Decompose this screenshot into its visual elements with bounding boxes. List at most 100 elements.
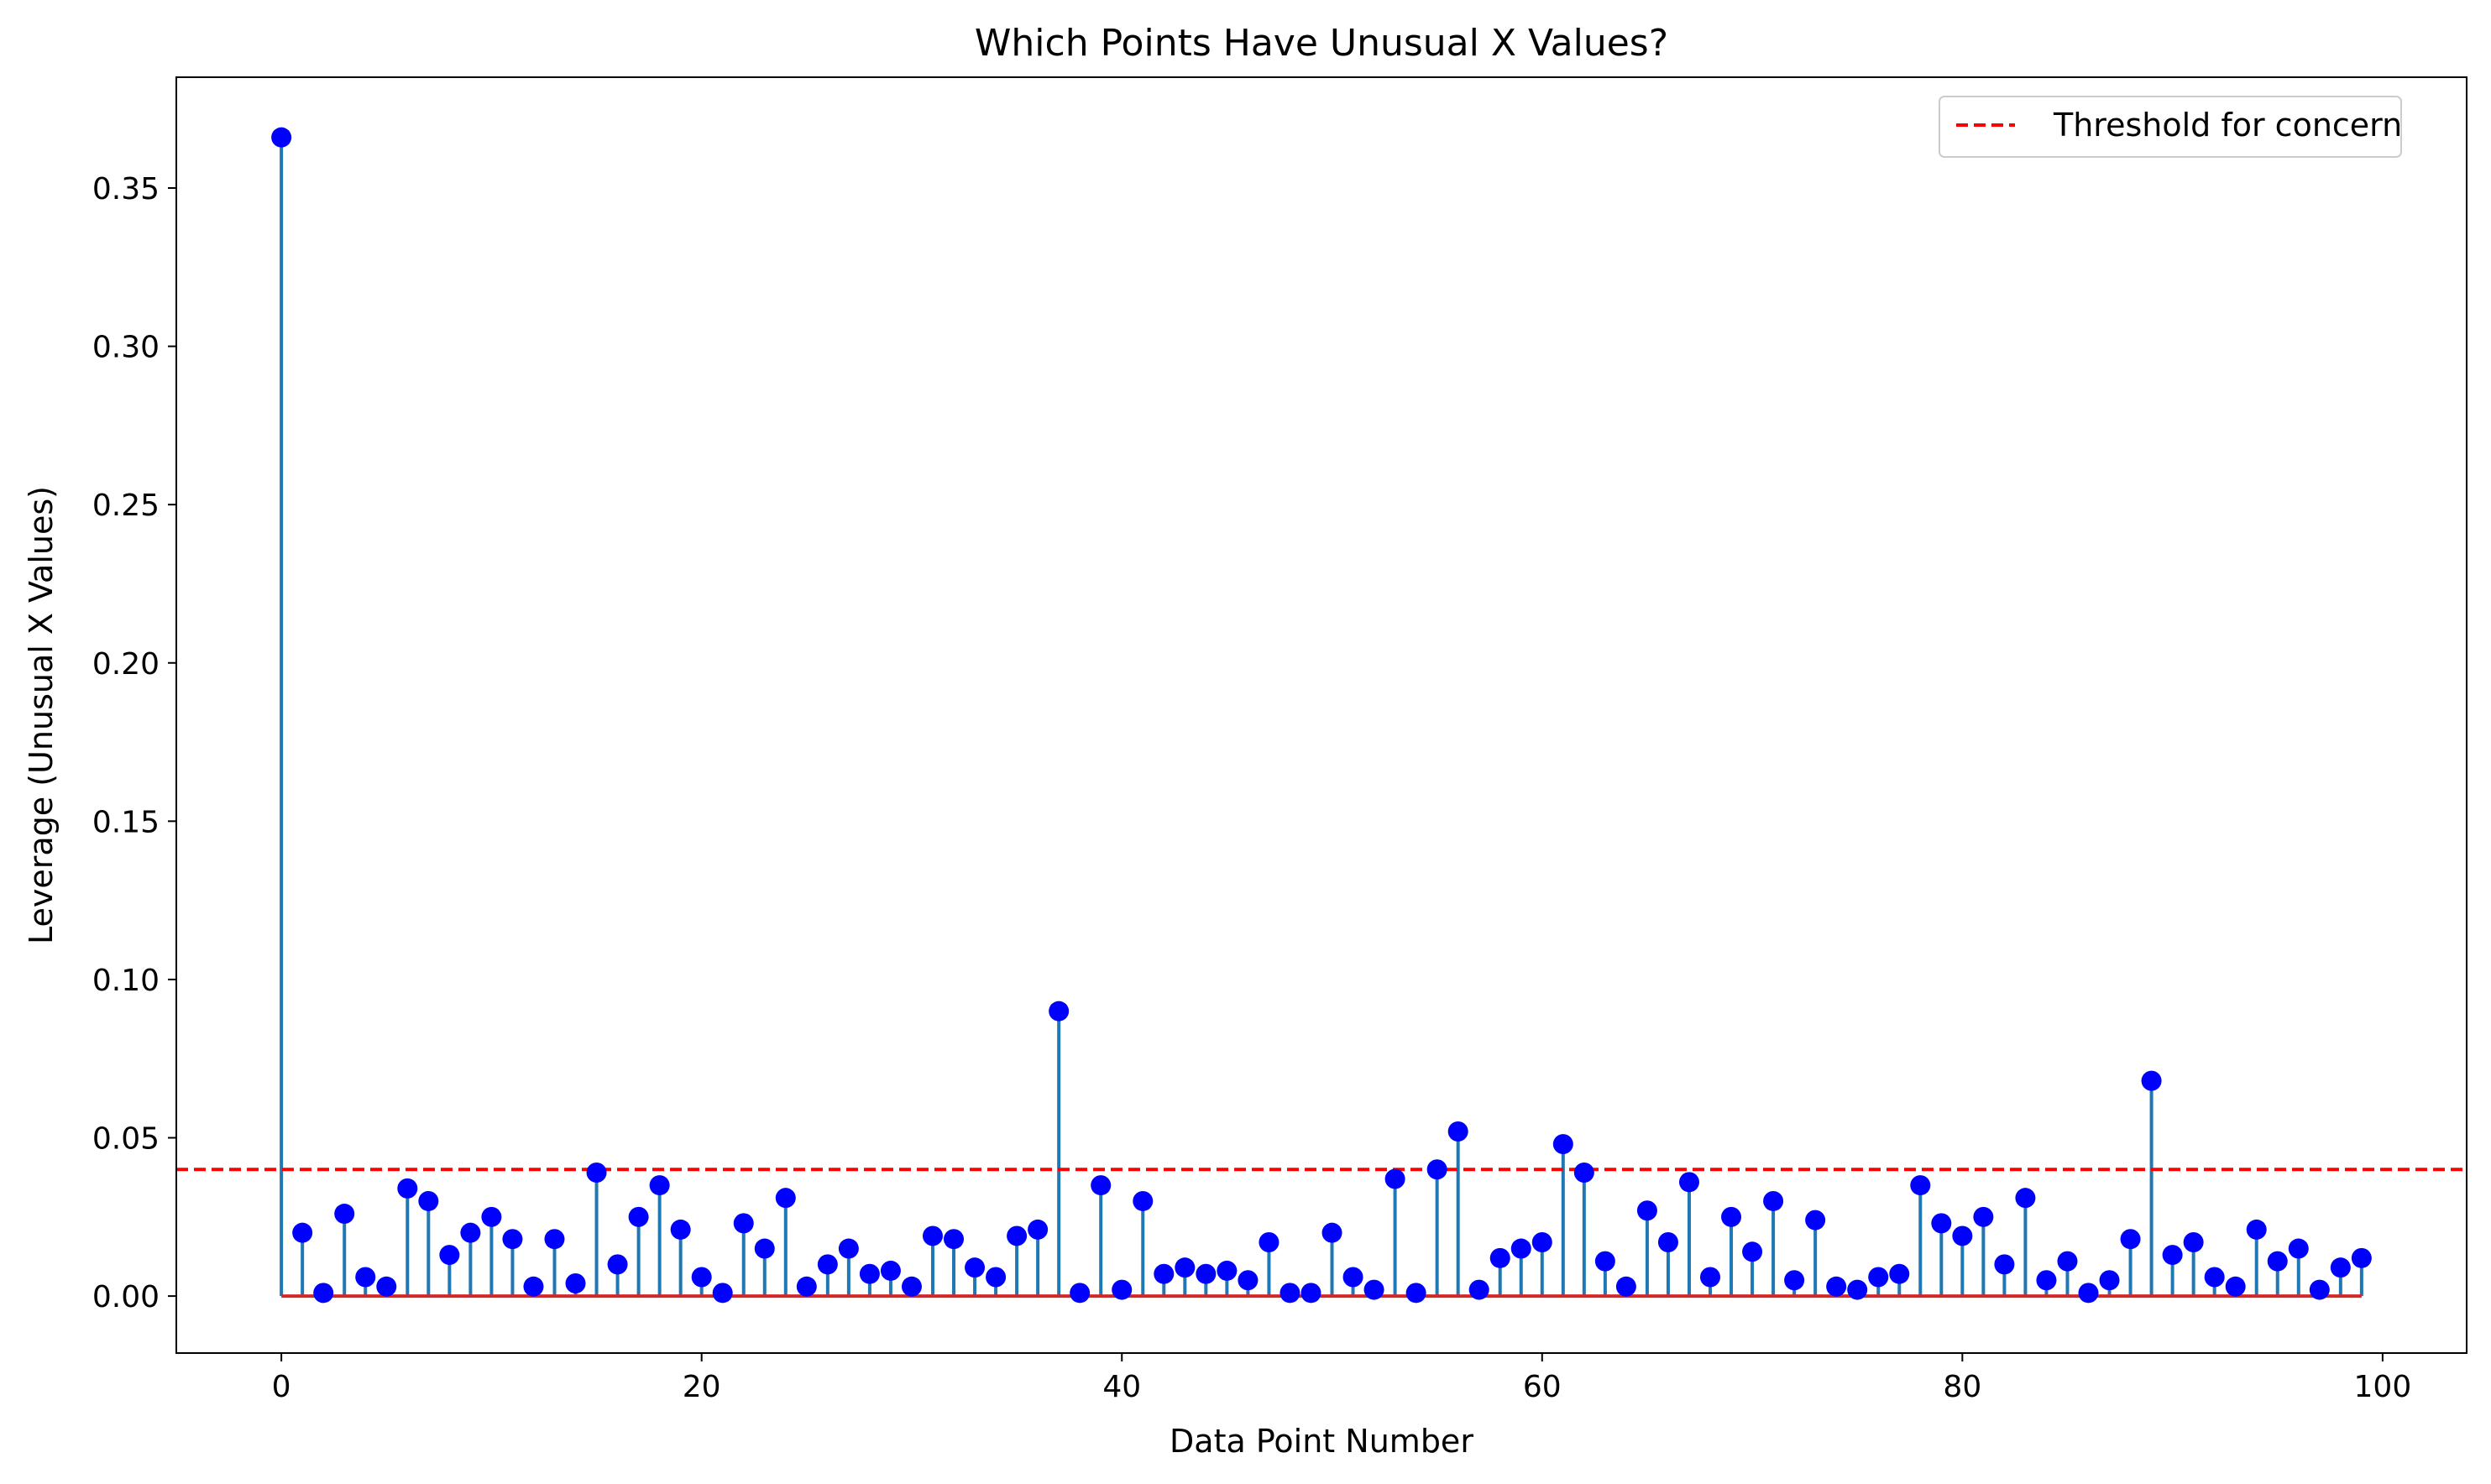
- data-point: [986, 1267, 1007, 1288]
- data-point: [565, 1273, 586, 1294]
- data-point: [2351, 1247, 2372, 1268]
- data-point: [1154, 1263, 1175, 1284]
- data-point: [796, 1276, 817, 1297]
- legend-threshold-label: Threshold for concern: [2053, 107, 2402, 144]
- data-point: [1994, 1254, 2015, 1275]
- data-point: [1217, 1260, 1238, 1281]
- data-point: [1700, 1267, 1721, 1288]
- data-point: [523, 1276, 544, 1297]
- data-point: [1049, 1001, 1070, 1022]
- y-tick-label: 0.10: [92, 964, 160, 998]
- data-point: [944, 1229, 965, 1250]
- data-point: [649, 1175, 670, 1196]
- data-point: [901, 1276, 922, 1297]
- data-point: [1259, 1231, 1280, 1252]
- data-point: [2309, 1279, 2330, 1300]
- y-tick-label: 0.25: [92, 489, 160, 523]
- data-point: [1426, 1159, 1447, 1180]
- data-point: [2246, 1219, 2267, 1240]
- x-tick-label: 20: [683, 1370, 721, 1404]
- data-point: [1280, 1283, 1300, 1304]
- data-point: [1847, 1279, 1868, 1300]
- data-point: [1721, 1206, 1742, 1227]
- data-point: [376, 1276, 397, 1297]
- data-point: [439, 1245, 460, 1266]
- data-point: [922, 1225, 943, 1246]
- data-point: [1175, 1257, 1196, 1278]
- plot-area: [176, 127, 2467, 1304]
- chart-title: Which Points Have Unusual X Values?: [975, 22, 1668, 65]
- data-point: [2267, 1251, 2288, 1272]
- legend-box: [1939, 96, 2402, 158]
- x-tick-label: 60: [1523, 1370, 1562, 1404]
- data-point: [1531, 1231, 1552, 1252]
- data-point: [1384, 1168, 1405, 1189]
- data-point: [1363, 1279, 1384, 1300]
- data-point: [1133, 1190, 1154, 1211]
- data-point: [1468, 1279, 1489, 1300]
- data-point: [1405, 1283, 1426, 1304]
- data-point: [1091, 1175, 1112, 1196]
- y-tick-label: 0.30: [92, 331, 160, 365]
- data-point: [1028, 1219, 1049, 1240]
- data-point: [859, 1263, 880, 1284]
- data-point: [1070, 1283, 1091, 1304]
- data-point: [1826, 1276, 1847, 1297]
- data-point: [733, 1213, 754, 1234]
- data-point: [754, 1238, 775, 1259]
- data-point: [2036, 1270, 2057, 1291]
- axes-frame: [175, 76, 2467, 1354]
- data-point: [1321, 1222, 1342, 1243]
- y-tick-label: 0.35: [92, 172, 160, 206]
- data-point: [1510, 1238, 1531, 1259]
- data-point: [1910, 1175, 1931, 1196]
- data-point: [460, 1222, 481, 1243]
- data-point: [2225, 1276, 2246, 1297]
- data-point: [2078, 1283, 2099, 1304]
- data-point: [1784, 1270, 1805, 1291]
- axis-ticks: 0 20 40 60 80 100 0.00 0.05 0.10 0.15 0.20 0.25 0.30…: [92, 172, 2411, 1404]
- data-point: [1615, 1276, 1636, 1297]
- data-point: [1636, 1200, 1657, 1221]
- data-point: [775, 1188, 796, 1209]
- x-axis-label: Data Point Number: [1170, 1423, 1473, 1460]
- x-tick-label: 80: [1943, 1370, 1981, 1404]
- y-tick-label: 0.15: [92, 805, 160, 839]
- y-tick-label: 0.20: [92, 647, 160, 682]
- data-point: [2099, 1270, 2120, 1291]
- legend: Threshold for concern: [1939, 96, 2402, 158]
- data-point: [1889, 1263, 1910, 1284]
- data-point: [670, 1219, 691, 1240]
- data-point: [1007, 1225, 1028, 1246]
- data-point: [2141, 1070, 2162, 1091]
- y-axis-label: Leverage (Unusual X Values): [23, 486, 60, 944]
- data-point: [2330, 1257, 2351, 1278]
- data-point: [1678, 1172, 1699, 1193]
- data-point: [418, 1190, 439, 1211]
- data-point: [292, 1222, 313, 1243]
- data-point: [1763, 1190, 1784, 1211]
- data-point: [502, 1229, 523, 1250]
- data-point: [712, 1283, 733, 1304]
- data-point: [355, 1267, 376, 1288]
- data-point: [1238, 1270, 1259, 1291]
- data-point: [2162, 1245, 2183, 1266]
- data-point: [2183, 1231, 2204, 1252]
- data-point: [1196, 1263, 1217, 1284]
- y-tick-label: 0.00: [92, 1280, 160, 1314]
- data-point: [628, 1206, 649, 1227]
- data-point: [2120, 1229, 2141, 1250]
- data-point: [1594, 1251, 1615, 1272]
- data-point: [2057, 1251, 2078, 1272]
- data-point: [1112, 1279, 1133, 1300]
- data-point: [1868, 1267, 1889, 1288]
- data-point: [1805, 1210, 1826, 1231]
- data-point: [838, 1238, 859, 1259]
- data-point: [313, 1283, 334, 1304]
- data-point: [1742, 1241, 1763, 1262]
- data-point: [2288, 1238, 2309, 1259]
- data-point: [1489, 1247, 1510, 1268]
- data-point: [2204, 1267, 2225, 1288]
- x-tick-label: 100: [2354, 1370, 2412, 1404]
